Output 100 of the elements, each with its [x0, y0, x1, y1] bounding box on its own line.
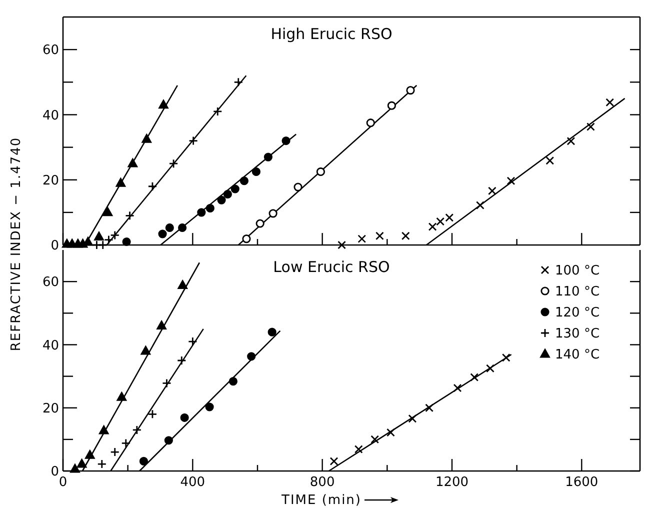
point — [162, 378, 172, 388]
point — [425, 404, 434, 412]
point — [436, 217, 445, 226]
point — [128, 158, 138, 168]
point — [546, 156, 554, 165]
point — [139, 456, 148, 466]
point — [506, 176, 516, 186]
point — [406, 86, 415, 95]
y-axis-title: REFRACTIVE INDEX − 1.4740 — [9, 136, 24, 352]
point — [156, 320, 166, 330]
point — [148, 182, 158, 192]
legend-label: 130 °C — [555, 326, 600, 342]
point — [176, 356, 186, 366]
point — [230, 184, 240, 194]
y-tick-label: 60 — [42, 275, 59, 290]
point — [110, 447, 120, 457]
point — [486, 364, 494, 373]
point — [234, 77, 244, 87]
text: Low Erucic RSO — [273, 258, 390, 276]
point — [132, 425, 142, 435]
point — [401, 232, 410, 240]
point — [188, 336, 198, 346]
point — [94, 232, 104, 241]
point — [408, 414, 417, 423]
point — [606, 98, 614, 107]
point — [142, 134, 152, 143]
point — [240, 176, 249, 186]
x-tick-label: 800 — [310, 475, 335, 490]
point — [228, 377, 238, 386]
point — [330, 457, 338, 466]
point — [256, 219, 264, 228]
y-tick-label: 20 — [42, 401, 59, 416]
point — [116, 392, 127, 401]
point — [140, 346, 151, 355]
point — [566, 136, 576, 146]
point — [387, 101, 396, 110]
point — [376, 232, 384, 240]
point — [282, 136, 290, 146]
y-tick-label: 40 — [42, 108, 59, 124]
point — [242, 234, 251, 244]
legend-label: 140 °C — [555, 348, 600, 363]
point — [158, 100, 168, 109]
point — [247, 352, 256, 361]
point — [212, 106, 222, 116]
point — [366, 118, 375, 128]
point — [76, 458, 87, 468]
y-tick-label: 0 — [50, 238, 59, 254]
point — [502, 353, 510, 362]
point — [164, 436, 173, 445]
point — [197, 208, 206, 217]
point — [110, 230, 120, 240]
point — [98, 425, 109, 434]
y-tick-label: 0 — [50, 464, 59, 480]
point — [122, 237, 131, 246]
point — [428, 222, 437, 231]
point — [116, 178, 126, 187]
point — [294, 182, 302, 192]
y-tick-label: 40 — [42, 338, 59, 354]
point — [354, 445, 363, 454]
x-axis-title: TIME (min) — [280, 493, 362, 508]
point — [98, 240, 108, 250]
point — [178, 223, 187, 232]
point — [586, 122, 595, 131]
point — [180, 413, 189, 422]
point — [252, 167, 260, 176]
point — [338, 240, 346, 250]
point — [453, 384, 462, 392]
legend-label: 100 °C — [555, 264, 600, 279]
point — [268, 328, 276, 336]
point — [70, 464, 80, 473]
point — [148, 409, 158, 419]
point — [217, 196, 226, 204]
point — [165, 223, 174, 232]
point — [205, 402, 214, 412]
text: High Erucic RSO — [270, 25, 392, 43]
point — [158, 230, 167, 238]
point — [268, 209, 278, 218]
point — [445, 213, 454, 222]
point — [358, 234, 366, 244]
x-tick-label: 400 — [180, 475, 206, 490]
point — [488, 186, 496, 196]
point — [470, 373, 479, 382]
point — [188, 136, 198, 146]
y-tick-label: 20 — [42, 173, 59, 188]
legend-label: 110 °C — [555, 284, 600, 300]
y-tick-label: 60 — [42, 43, 59, 58]
x-tick-label: 1600 — [565, 475, 598, 490]
point — [92, 240, 102, 250]
point — [476, 201, 484, 210]
point — [102, 207, 113, 216]
legend-label: 120 °C — [555, 306, 600, 321]
point — [121, 438, 131, 448]
point — [97, 459, 107, 469]
point — [178, 280, 188, 290]
point — [316, 167, 326, 176]
point — [83, 236, 93, 246]
point — [125, 210, 134, 220]
point — [223, 190, 232, 198]
point — [85, 450, 95, 459]
point — [206, 204, 214, 212]
